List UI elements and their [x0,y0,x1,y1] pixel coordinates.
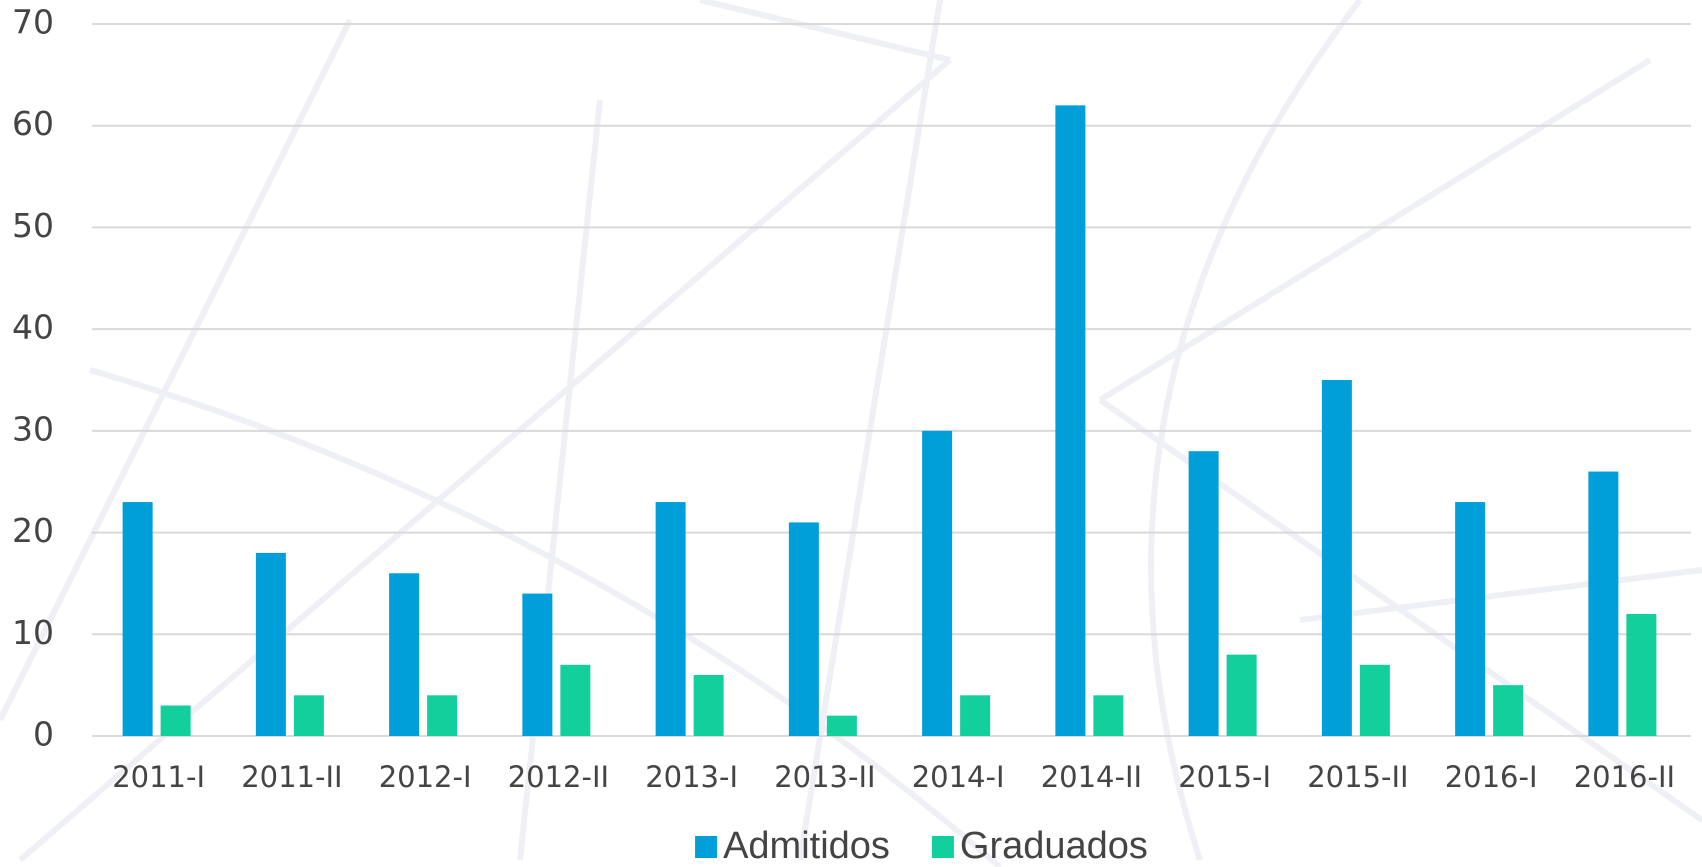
x-tick-label: 2014-II [1041,760,1142,794]
bar [1588,471,1619,736]
bar [160,705,191,736]
bar [255,552,286,736]
bar [1321,380,1352,736]
y-tick-label: 30 [12,409,54,448]
y-tick-label: 60 [12,104,54,143]
bar [1493,685,1524,736]
bar [427,695,458,736]
x-tick-label: 2016-II [1574,760,1675,794]
y-tick-label: 50 [12,206,54,245]
x-tick-label: 2013-I [645,760,738,794]
x-tick-label: 2016-I [1445,760,1538,794]
bar [960,695,991,736]
x-tick-label: 2012-I [379,760,472,794]
x-tick-label: 2012-II [508,760,609,794]
bar [693,674,724,736]
x-tick-label: 2013-II [774,760,875,794]
legend-swatch [931,836,954,858]
y-tick-label: 40 [12,308,54,347]
bar [655,502,686,736]
bar [522,593,553,736]
y-tick-label: 20 [12,511,54,550]
bar [1188,451,1219,736]
y-tick-label: 70 [12,3,54,42]
legend-label: Graduados [960,825,1148,867]
bar [1055,105,1086,736]
bar [788,522,819,736]
y-tick-label: 0 [33,715,54,754]
x-tick-label: 2015-I [1178,760,1271,794]
legend-swatch [695,836,718,858]
bar [1359,664,1390,736]
bar [560,664,591,736]
x-tick-label: 2015-II [1307,760,1408,794]
bar [922,430,953,736]
x-tick-label: 2014-I [912,760,1005,794]
bar [389,573,420,736]
y-tick-label: 10 [12,613,54,652]
bar [1455,502,1486,736]
bar [293,695,324,736]
x-tick-label: 2011-I [112,760,205,794]
bar [1626,613,1657,736]
bar [826,715,857,736]
bar [122,502,153,736]
x-tick-label: 2011-II [241,760,342,794]
legend-label: Admitidos [723,825,890,867]
bar [1226,654,1257,736]
bar [1093,695,1124,736]
